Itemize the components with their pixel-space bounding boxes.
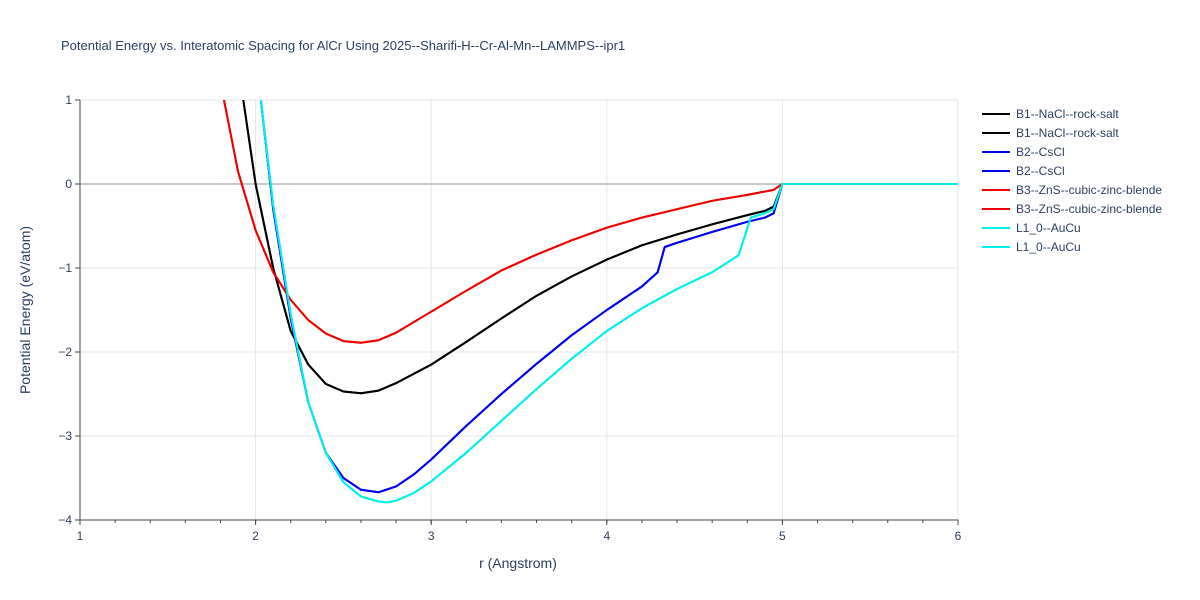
y-axis-label: Potential Energy (eV/atom) <box>17 226 33 394</box>
series-line-b2-cscl-3 <box>259 100 784 494</box>
legend-item[interactable]: L1_0--AuCu <box>982 221 1081 235</box>
series-line-b1-nacl-rock-salt-0 <box>242 100 784 395</box>
x-tick-label: 6 <box>955 529 962 543</box>
x-tick-label: 2 <box>252 529 259 543</box>
chart-title: Potential Energy vs. Interatomic Spacing… <box>61 38 625 53</box>
legend-label: L1_0--AuCu <box>1016 240 1081 254</box>
legend-label: B3--ZnS--cubic-zinc-blende <box>1016 183 1162 197</box>
legend-item[interactable]: B3--ZnS--cubic-zinc-blende <box>982 202 1162 216</box>
series-line-l1-0-aucu-7 <box>259 100 958 504</box>
series-line-b2-cscl-2 <box>259 100 784 494</box>
legend-item[interactable]: B2--CsCl <box>982 145 1065 159</box>
x-axis-ticks: 1 2 3 4 5 6 <box>77 520 962 543</box>
legend-label: L1_0--AuCu <box>1016 221 1081 235</box>
legend-item[interactable]: B3--ZnS--cubic-zinc-blende <box>982 183 1162 197</box>
series-line-b3-zns-cubic-zinc-blende-4 <box>223 100 783 344</box>
y-tick-label: −4 <box>58 513 72 527</box>
y-tick-label: 0 <box>65 177 72 191</box>
legend-label: B2--CsCl <box>1016 145 1065 159</box>
legend-label: B3--ZnS--cubic-zinc-blende <box>1016 202 1162 216</box>
x-tick-label: 3 <box>428 529 435 543</box>
series-line-b1-nacl-rock-salt-1 <box>242 100 784 395</box>
plot-area <box>223 100 958 504</box>
grid-lines <box>79 99 959 521</box>
legend-item[interactable]: L1_0--AuCu <box>982 240 1081 254</box>
x-tick-label: 4 <box>603 529 610 543</box>
y-tick-label: 1 <box>65 93 72 107</box>
legend-label: B1--NaCl--rock-salt <box>1016 126 1119 140</box>
series-line-l1-0-aucu-6 <box>259 100 958 504</box>
series-line-b3-zns-cubic-zinc-blende-5 <box>223 100 783 344</box>
legend-label: B2--CsCl <box>1016 164 1065 178</box>
y-tick-label: −1 <box>58 261 72 275</box>
legend-item[interactable]: B2--CsCl <box>982 164 1065 178</box>
x-tick-label: 1 <box>77 529 84 543</box>
legend[interactable]: B1--NaCl--rock-salt B1--NaCl--rock-salt B2… <box>982 107 1162 254</box>
legend-label: B1--NaCl--rock-salt <box>1016 107 1119 121</box>
x-axis-label: r (Angstrom) <box>479 555 557 571</box>
y-tick-label: −3 <box>58 429 72 443</box>
legend-item[interactable]: B1--NaCl--rock-salt <box>982 107 1119 121</box>
legend-item[interactable]: B1--NaCl--rock-salt <box>982 126 1119 140</box>
x-tick-label: 5 <box>779 529 786 543</box>
y-axis-ticks: 1 0 −1 −2 −3 −4 <box>58 93 80 527</box>
y-tick-label: −2 <box>58 345 72 359</box>
